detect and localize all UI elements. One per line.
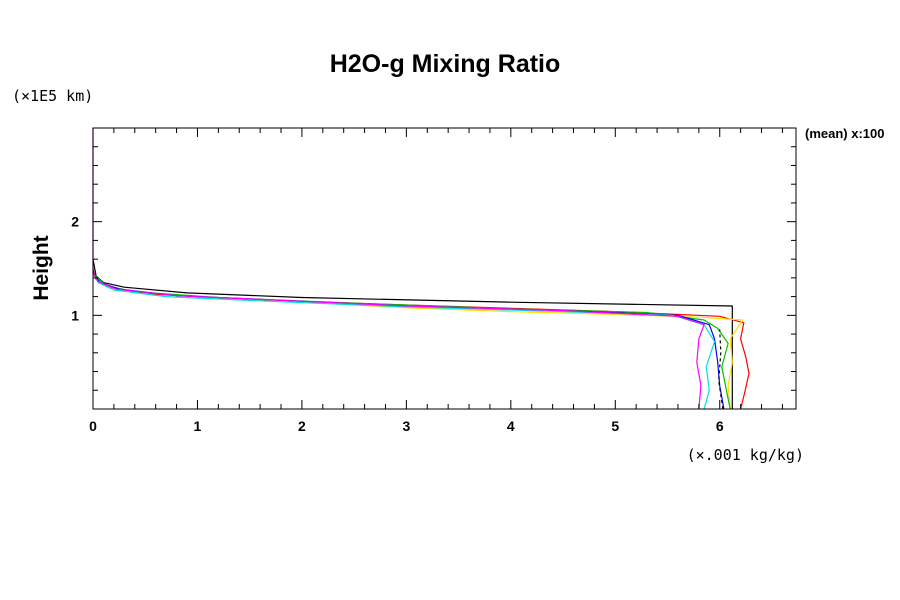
plot-frame <box>92 127 797 410</box>
series-line-2 <box>92 268 750 410</box>
x-tick-label: 3 <box>402 418 410 434</box>
x-tick-label: 4 <box>507 418 515 434</box>
y-tick-label: 2 <box>71 214 79 230</box>
series-line-4 <box>92 272 731 410</box>
series-line-7 <box>92 272 716 410</box>
x-tick-label: 6 <box>716 418 724 434</box>
y-tick-label: 1 <box>71 307 79 323</box>
x-tick-label: 5 <box>611 418 619 434</box>
tick-layer: 0 1 2 3 4 5 6 1 2 <box>71 127 796 434</box>
side-label: (mean) x:100 <box>805 126 884 141</box>
series-line-6 <box>718 329 724 410</box>
x-unit-label: (×.001 kg/kg) <box>687 446 804 464</box>
series-line-8 <box>92 128 705 410</box>
series-layer <box>92 128 750 410</box>
x-tick-label: 2 <box>298 418 306 434</box>
y-axis-label: Height <box>30 235 53 300</box>
x-tick-label: 1 <box>194 418 202 434</box>
series-line-5 <box>92 272 725 410</box>
chart-title: H2O-g Mixing Ratio <box>330 50 561 78</box>
x-tick-label: 0 <box>89 418 97 434</box>
series-line-1 <box>92 258 733 409</box>
y-unit-label: (×1E5 km) <box>12 87 93 105</box>
